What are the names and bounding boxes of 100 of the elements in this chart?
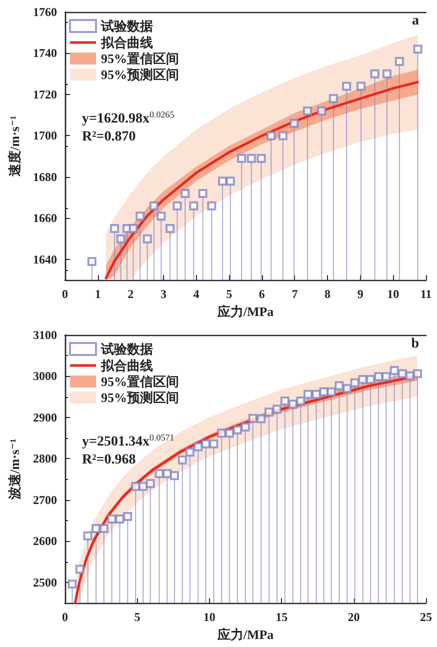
point bbox=[264, 408, 274, 417]
y-tick-label: 1740 bbox=[33, 46, 57, 60]
point bbox=[115, 514, 124, 524]
point bbox=[110, 224, 120, 234]
legend-label: 95%预测区间 bbox=[101, 67, 179, 82]
point bbox=[162, 469, 172, 478]
point bbox=[304, 390, 313, 399]
y-tick-label: 3100 bbox=[33, 328, 57, 342]
point bbox=[149, 201, 158, 210]
point bbox=[138, 482, 148, 491]
point bbox=[123, 512, 132, 521]
x-tick-label: 9 bbox=[357, 287, 364, 302]
point bbox=[342, 82, 352, 91]
point bbox=[303, 106, 312, 116]
x-tick-label: 7 bbox=[292, 287, 298, 302]
point bbox=[296, 396, 306, 406]
point bbox=[170, 471, 179, 480]
point bbox=[99, 524, 108, 533]
point bbox=[232, 425, 242, 434]
y-axis-title: 波速/m·s⁻¹ bbox=[7, 438, 22, 500]
y-tick-label: 2700 bbox=[33, 492, 57, 507]
point bbox=[178, 455, 187, 464]
point bbox=[156, 212, 166, 221]
x-tick-label: 0 bbox=[62, 287, 68, 302]
point bbox=[136, 212, 145, 221]
x-tick-label: 25 bbox=[420, 610, 432, 624]
point bbox=[166, 224, 175, 234]
point bbox=[180, 188, 190, 198]
point bbox=[382, 372, 391, 382]
point bbox=[272, 404, 282, 414]
x-tick-label: 8 bbox=[324, 287, 331, 302]
point bbox=[240, 422, 250, 432]
y-tick-label: 2900 bbox=[33, 410, 57, 424]
annotation: R²=0.968 bbox=[82, 452, 136, 468]
y-tick-label: 2800 bbox=[33, 452, 57, 466]
point bbox=[226, 176, 235, 186]
x-axis-title: 应力/MPa bbox=[216, 304, 274, 319]
point bbox=[342, 384, 352, 394]
point bbox=[142, 234, 152, 244]
point bbox=[224, 428, 234, 438]
point bbox=[189, 201, 198, 210]
point bbox=[413, 44, 422, 54]
point bbox=[256, 414, 266, 424]
point bbox=[326, 387, 336, 396]
point bbox=[412, 369, 422, 378]
point bbox=[198, 188, 208, 198]
x-tick-label: 0 bbox=[62, 610, 68, 624]
y-axis-title: 速度/m·s⁻¹ bbox=[7, 116, 22, 176]
x-tick-label: 2 bbox=[128, 287, 134, 302]
legend-label: 拟合曲线 bbox=[100, 358, 153, 373]
point bbox=[172, 201, 182, 210]
legend-label: 试验数据 bbox=[100, 18, 153, 34]
point bbox=[266, 131, 276, 140]
x-tick-label: 5 bbox=[226, 287, 232, 302]
point bbox=[398, 369, 407, 378]
point bbox=[390, 366, 399, 375]
point bbox=[312, 390, 321, 399]
y-tick-label: 2600 bbox=[33, 534, 57, 548]
point bbox=[278, 131, 288, 140]
point bbox=[334, 381, 344, 390]
point bbox=[288, 400, 298, 409]
point bbox=[218, 176, 228, 186]
point bbox=[87, 257, 96, 266]
point bbox=[207, 201, 216, 210]
point bbox=[185, 448, 194, 457]
y-tick-label: 1700 bbox=[33, 128, 57, 143]
legend-label: 拟合曲线 bbox=[100, 35, 153, 50]
x-tick-label: 11 bbox=[420, 287, 432, 302]
point bbox=[246, 154, 256, 163]
legend-label: 95%预测区间 bbox=[101, 390, 179, 405]
point bbox=[194, 442, 203, 452]
x-tick-label: 10 bbox=[387, 287, 400, 302]
point bbox=[209, 439, 218, 448]
point bbox=[248, 414, 258, 423]
point bbox=[128, 224, 138, 234]
point bbox=[328, 94, 338, 104]
point bbox=[237, 154, 246, 163]
x-tick-label: 3 bbox=[160, 287, 166, 302]
annotation: a bbox=[412, 14, 419, 28]
x-tick-label: 10 bbox=[203, 610, 216, 624]
y-tick-label: 1660 bbox=[33, 211, 57, 226]
x-tick-label: 5 bbox=[134, 610, 140, 624]
point bbox=[68, 580, 77, 589]
x-tick-label: 1 bbox=[94, 287, 101, 302]
point bbox=[370, 69, 380, 78]
point bbox=[405, 371, 414, 380]
point bbox=[75, 564, 84, 574]
point bbox=[83, 531, 92, 540]
point bbox=[116, 234, 126, 244]
y-tick-label: 1760 bbox=[33, 5, 57, 19]
y-tick-label: 3000 bbox=[33, 369, 57, 384]
legend-label: 95%置信区间 bbox=[101, 51, 179, 66]
point bbox=[382, 69, 392, 78]
point bbox=[280, 396, 290, 406]
point bbox=[146, 478, 155, 488]
point bbox=[350, 378, 360, 388]
point bbox=[92, 524, 101, 533]
point bbox=[217, 428, 226, 438]
annotation: R²=0.870 bbox=[82, 130, 136, 144]
x-tick-label: 20 bbox=[348, 610, 360, 624]
